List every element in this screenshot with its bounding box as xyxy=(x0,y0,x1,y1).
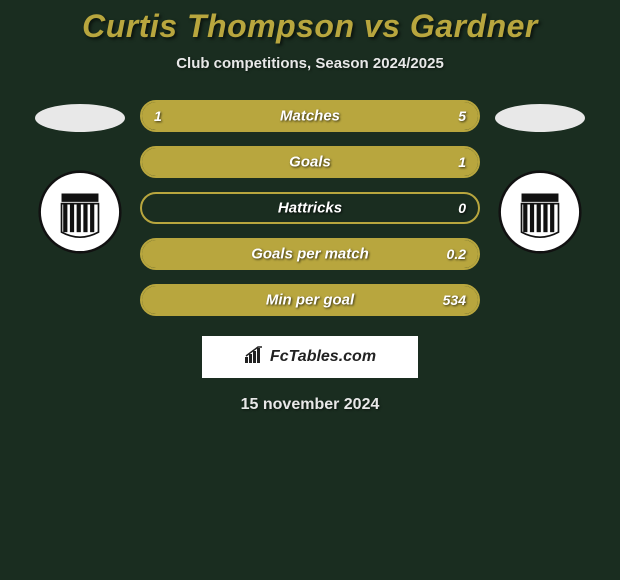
player-right xyxy=(480,100,600,254)
date-label: 15 november 2024 xyxy=(0,396,620,414)
stat-label: Hattricks xyxy=(278,200,342,217)
club-crest-left xyxy=(38,170,122,254)
stat-bar: 0.2 Goals per match xyxy=(140,238,480,270)
stat-label: Goals per match xyxy=(251,246,369,263)
stat-value-right: 534 xyxy=(443,292,466,308)
player-photo-placeholder xyxy=(495,104,585,132)
chart-icon xyxy=(244,346,266,369)
club-crest-right xyxy=(498,170,582,254)
player-left xyxy=(20,100,140,254)
stat-value-left: 1 xyxy=(154,108,162,124)
subtitle: Club competitions, Season 2024/2025 xyxy=(0,55,620,72)
stat-label: Goals xyxy=(289,154,331,171)
page-title: Curtis Thompson vs Gardner xyxy=(0,8,620,45)
player-photo-placeholder xyxy=(35,104,125,132)
source-logo-text: FcTables.com xyxy=(270,348,376,366)
source-logo: FcTables.com xyxy=(202,336,418,378)
stat-label: Min per goal xyxy=(266,292,354,309)
stat-bar: 1 5 Matches xyxy=(140,100,480,132)
stat-bar: 1 Goals xyxy=(140,146,480,178)
stat-value-right: 0.2 xyxy=(447,246,466,262)
stats-bars: 1 5 Matches 1 Goals 0 Hattricks 0.2 Goals per ma… xyxy=(140,100,480,316)
stat-bar: 534 Min per goal xyxy=(140,284,480,316)
stat-value-right: 5 xyxy=(458,108,466,124)
stat-value-right: 0 xyxy=(458,200,466,216)
stat-value-right: 1 xyxy=(458,154,466,170)
bar-fill-left xyxy=(142,102,198,130)
stat-bar: 0 Hattricks xyxy=(140,192,480,224)
stat-label: Matches xyxy=(280,108,340,125)
comparison-panel: 1 5 Matches 1 Goals 0 Hattricks 0.2 Goals per ma… xyxy=(0,100,620,316)
